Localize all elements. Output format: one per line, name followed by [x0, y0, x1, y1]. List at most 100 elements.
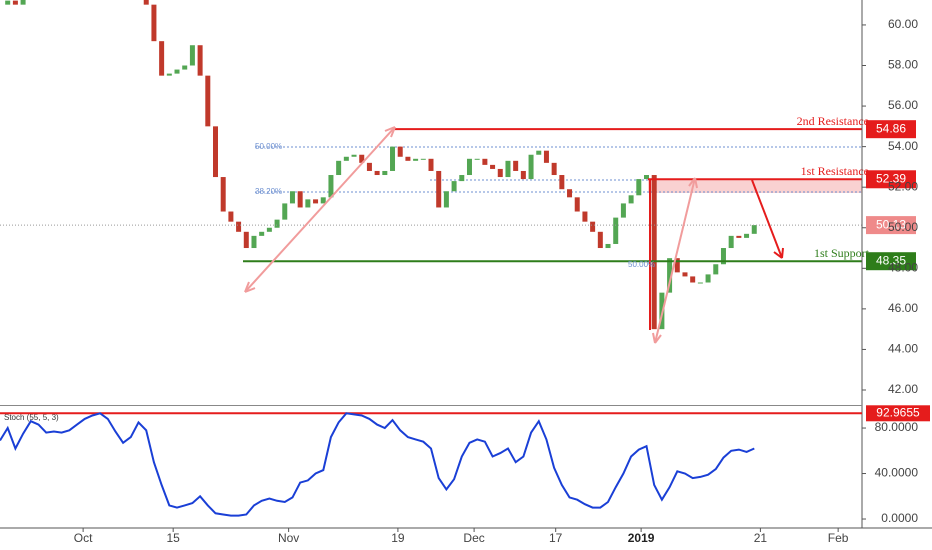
candle	[628, 195, 634, 204]
candle	[651, 175, 657, 330]
candle	[428, 158, 434, 171]
candle	[405, 156, 411, 161]
candle	[567, 189, 573, 198]
candle	[259, 231, 265, 236]
y-tick-label: 58.00	[888, 58, 918, 72]
candle	[682, 272, 688, 277]
candle	[605, 243, 611, 249]
x-tick-label: Feb	[828, 531, 849, 545]
level-label: 1st Resistance	[801, 164, 869, 178]
candle	[343, 156, 349, 161]
candle	[751, 225, 757, 234]
fib-label: 38.20%	[255, 187, 282, 196]
candle	[482, 158, 488, 165]
candle	[305, 199, 311, 208]
level-value: 54.86	[876, 121, 906, 135]
candle	[20, 0, 26, 5]
candle	[413, 158, 419, 161]
y-tick-label: 42.00	[888, 382, 918, 396]
indicator-name: Stoch (55, 5, 3)	[4, 413, 59, 422]
candle	[320, 197, 326, 204]
candle	[459, 175, 465, 182]
price-box	[866, 252, 916, 271]
candle	[436, 170, 442, 208]
candle	[266, 227, 272, 232]
y-tick-label: 44.00	[888, 342, 918, 356]
candle	[474, 158, 480, 160]
candle	[174, 69, 180, 74]
candle	[359, 154, 365, 163]
candle	[536, 150, 542, 155]
y-tick-label: 48.00	[888, 260, 918, 274]
price-box	[866, 216, 916, 235]
candle	[374, 170, 380, 176]
y-tick-label: 80.0000	[875, 420, 919, 434]
candle	[636, 179, 642, 196]
candle	[397, 146, 403, 157]
candle	[513, 160, 519, 171]
level-value: 48.35	[876, 253, 906, 267]
x-tick-label: 15	[166, 531, 180, 545]
candle	[351, 154, 357, 157]
candle	[551, 162, 557, 176]
candle	[528, 154, 534, 180]
candle	[451, 181, 457, 192]
candle	[590, 221, 596, 232]
candle	[313, 199, 319, 204]
candle	[336, 160, 342, 176]
candle	[289, 191, 295, 204]
x-tick-label: 21	[754, 531, 768, 545]
candle	[667, 258, 673, 293]
candle	[5, 0, 11, 5]
axes-frame	[0, 0, 932, 529]
candle	[466, 158, 472, 176]
candle	[574, 197, 580, 212]
candle	[382, 170, 388, 176]
candle	[520, 170, 526, 180]
y-tick-label: 46.00	[888, 301, 918, 315]
x-tick-label: 2019	[628, 531, 655, 545]
candle	[697, 282, 703, 284]
candle	[297, 191, 303, 208]
level-label: 2nd Resistance	[797, 114, 869, 128]
candle	[213, 126, 218, 178]
price-box	[866, 170, 916, 189]
x-tick-label: Nov	[278, 531, 299, 545]
candle	[205, 75, 211, 127]
price-box	[866, 405, 930, 422]
candle	[613, 217, 619, 244]
candle	[443, 191, 449, 208]
candle	[744, 233, 750, 238]
level-value: 52.39	[876, 171, 906, 185]
candle	[182, 65, 188, 70]
candle	[728, 235, 734, 249]
level-label: 1st Support	[814, 246, 870, 260]
candle	[228, 211, 234, 222]
price-box	[866, 120, 916, 139]
y-tick-label: 0.0000	[881, 511, 918, 525]
last-price: 50.13	[876, 217, 906, 231]
candle	[497, 168, 503, 178]
candle	[189, 45, 195, 66]
candle	[597, 231, 603, 249]
candle	[582, 211, 588, 222]
y-tick-label: 40.0000	[875, 466, 919, 480]
candle	[543, 150, 549, 163]
candle	[236, 221, 242, 232]
candle	[159, 41, 165, 76]
candle	[720, 248, 726, 265]
annotations	[244, 126, 784, 344]
candle	[282, 203, 288, 220]
candle	[705, 274, 711, 283]
fib-label: 50.00%	[628, 260, 655, 269]
candle	[274, 219, 280, 228]
y-tick-label: 56.00	[888, 98, 918, 112]
stoch-line	[0, 412, 755, 517]
candle	[559, 175, 565, 190]
candle	[490, 164, 496, 169]
candle	[420, 158, 426, 160]
candle	[390, 146, 396, 171]
y-tick-label: 60.00	[888, 17, 918, 31]
